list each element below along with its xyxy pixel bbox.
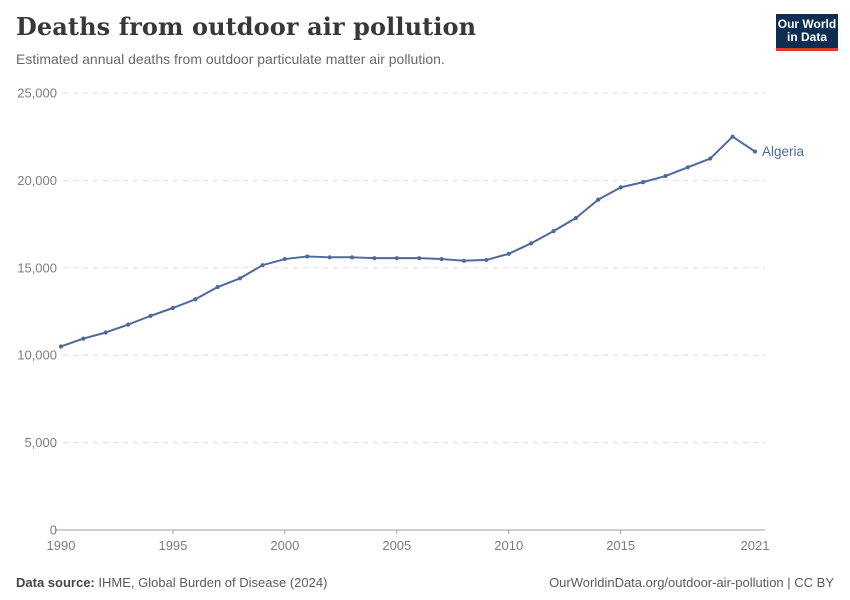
y-axis-tick-label: 20,000 xyxy=(17,173,57,188)
data-source-label: Data source: xyxy=(16,575,95,590)
data-point[interactable] xyxy=(282,256,287,262)
chart-footer: Data source: IHME, Global Burden of Dise… xyxy=(16,575,834,590)
data-point[interactable] xyxy=(394,256,399,261)
data-point[interactable] xyxy=(58,344,64,349)
data-point[interactable] xyxy=(663,173,668,179)
chart-title: Deaths from outdoor air pollution xyxy=(16,12,477,41)
attribution-link[interactable]: OurWorldinData.org/outdoor-air-pollution… xyxy=(549,575,834,590)
data-point[interactable] xyxy=(237,276,243,281)
chart-subtitle: Estimated annual deaths from outdoor par… xyxy=(16,51,445,67)
y-axis-tick-label: 25,000 xyxy=(17,86,57,101)
data-point[interactable] xyxy=(708,156,713,161)
data-point[interactable] xyxy=(126,322,131,327)
data-point[interactable] xyxy=(260,263,265,268)
data-point[interactable] xyxy=(596,197,601,202)
x-axis-tick-label: 2021 xyxy=(741,538,770,553)
data-point[interactable] xyxy=(215,284,220,290)
data-point[interactable] xyxy=(327,255,332,260)
x-axis-tick-label: 1990 xyxy=(47,538,76,553)
data-source-note: Data source: IHME, Global Burden of Dise… xyxy=(16,575,327,590)
data-point[interactable] xyxy=(551,228,556,234)
x-axis-tick-label: 2000 xyxy=(270,538,299,553)
x-axis-tick-label: 2010 xyxy=(494,538,523,553)
data-point[interactable] xyxy=(752,149,758,154)
data-point[interactable] xyxy=(305,254,310,259)
series-line-algeria[interactable] xyxy=(60,135,756,348)
y-axis-tick-label: 10,000 xyxy=(17,348,57,363)
owid-logo-line1: Our World xyxy=(777,17,837,31)
y-axis-tick-label: 0 xyxy=(50,523,57,538)
data-point[interactable] xyxy=(461,258,467,263)
x-axis-tick-label: 2015 xyxy=(606,538,635,553)
data-point[interactable] xyxy=(506,251,511,256)
owid-logo[interactable]: Our World in Data xyxy=(776,14,838,51)
data-point[interactable] xyxy=(640,180,646,185)
owid-logo-line2: in Data xyxy=(786,30,827,44)
data-point[interactable] xyxy=(170,305,176,311)
chart-canvas[interactable]: 0 5,000 10,000 15,000 20,000 25,000 1990 1995 20… xyxy=(0,78,850,560)
data-point[interactable] xyxy=(193,297,198,302)
series-label-algeria[interactable]: Algeria xyxy=(762,144,805,159)
data-point[interactable] xyxy=(618,185,623,190)
x-axis-tick-label: 1995 xyxy=(158,538,187,553)
data-point[interactable] xyxy=(439,256,444,262)
data-point[interactable] xyxy=(349,255,355,260)
data-point[interactable] xyxy=(81,336,86,341)
data-point[interactable] xyxy=(372,256,377,261)
data-point[interactable] xyxy=(573,215,579,221)
data-source-value: IHME, Global Burden of Disease (2024) xyxy=(94,575,328,590)
data-point[interactable] xyxy=(484,257,489,263)
data-point[interactable] xyxy=(148,313,153,318)
data-point[interactable] xyxy=(417,256,422,261)
y-axis-tick-label: 15,000 xyxy=(17,260,57,275)
x-axis-tick-label: 2005 xyxy=(382,538,411,553)
data-point[interactable] xyxy=(685,165,690,170)
data-point[interactable] xyxy=(103,330,108,335)
data-point[interactable] xyxy=(529,241,534,246)
y-axis-tick-label: 5,000 xyxy=(24,435,57,450)
data-point[interactable] xyxy=(730,134,735,139)
